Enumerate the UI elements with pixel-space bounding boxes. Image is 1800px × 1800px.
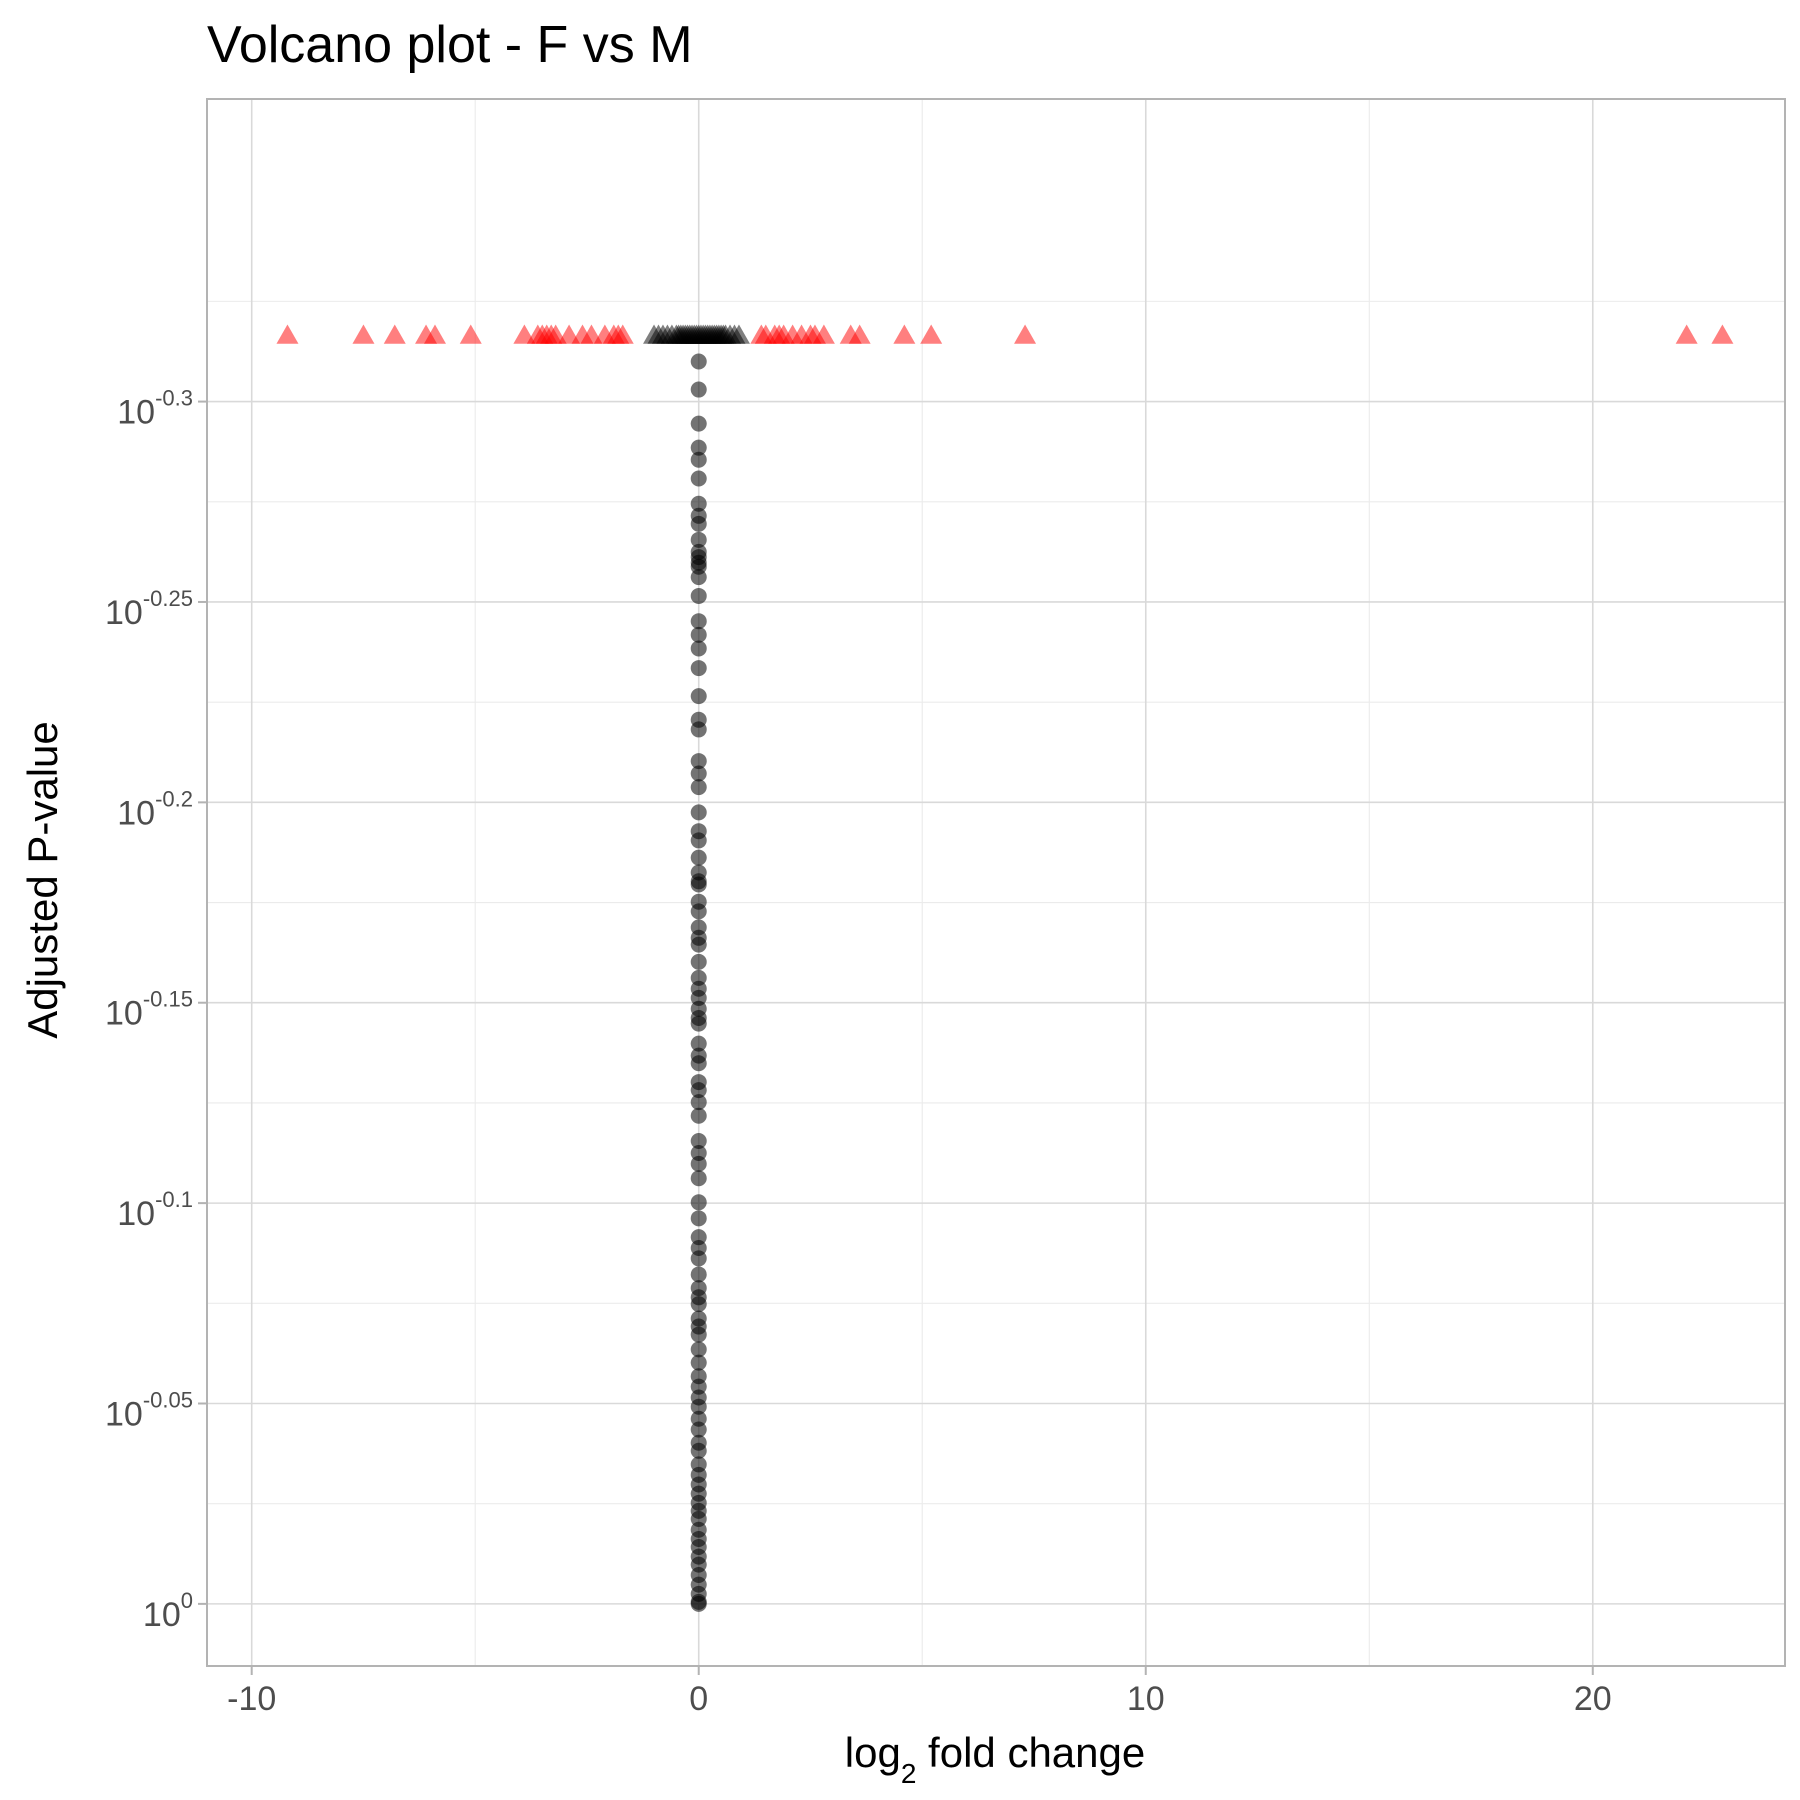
gene-point xyxy=(690,451,707,468)
gene-point xyxy=(690,1132,707,1149)
gene-point xyxy=(690,1595,707,1612)
gene-point xyxy=(690,1210,707,1227)
gene-point xyxy=(690,353,707,370)
y-tick-label: 100 xyxy=(143,1588,193,1634)
gene-point xyxy=(690,1398,707,1415)
gene-point xyxy=(690,470,707,487)
gene-point xyxy=(690,613,707,630)
gene-point xyxy=(690,1266,707,1283)
significant-point xyxy=(812,324,835,344)
x-axis-title-subscript: 2 xyxy=(901,1758,917,1789)
significant-point xyxy=(383,324,406,344)
y-tick-label: 10-0.1 xyxy=(117,1187,193,1233)
gene-point xyxy=(690,1094,707,1111)
gene-point xyxy=(690,381,707,398)
gene-point xyxy=(690,721,707,738)
y-tick-label: 10-0.05 xyxy=(105,1387,193,1433)
gene-point xyxy=(690,1250,707,1267)
significant-point xyxy=(1014,324,1037,344)
x-axis-title: log2 fold change xyxy=(845,1729,1146,1789)
significant-point xyxy=(423,324,446,344)
significant-point xyxy=(920,324,943,344)
y-tick-label: 10-0.15 xyxy=(105,987,193,1033)
gene-point xyxy=(690,1194,707,1211)
gene-point xyxy=(690,1170,707,1187)
gene-point xyxy=(690,531,707,548)
y-tick-label: 10-0.2 xyxy=(117,786,193,832)
gene-point xyxy=(690,1421,707,1438)
gene-point xyxy=(690,779,707,796)
gene-point xyxy=(690,1015,707,1032)
gene-point xyxy=(690,832,707,849)
x-tick-label: 20 xyxy=(1574,1680,1612,1718)
gene-point xyxy=(690,569,707,586)
x-tick-label: 0 xyxy=(689,1680,708,1718)
plot-panel-border xyxy=(206,98,1786,1667)
gene-point xyxy=(690,1155,707,1172)
x-axis-title-rest: fold change xyxy=(916,1729,1145,1776)
gene-point xyxy=(690,626,707,643)
gene-point xyxy=(690,1055,707,1072)
gene-point xyxy=(690,1354,707,1371)
x-axis-title-base: log xyxy=(845,1729,901,1776)
chart-title: Volcano plot - F vs M xyxy=(207,16,693,74)
gene-point xyxy=(690,1107,707,1124)
gene-point xyxy=(690,753,707,770)
gene-point xyxy=(690,515,707,532)
gene-point xyxy=(690,1082,707,1099)
significant-point xyxy=(893,324,916,344)
gene-point xyxy=(690,804,707,821)
gene-point xyxy=(690,1326,707,1343)
gene-point xyxy=(690,1296,707,1313)
significant-point xyxy=(611,324,634,344)
gene-point xyxy=(690,688,707,705)
gene-point xyxy=(690,439,707,456)
gene-point xyxy=(690,640,707,657)
gene-point xyxy=(690,660,707,677)
gene-point xyxy=(690,1341,707,1358)
y-axis-title: Adjusted P-value xyxy=(19,721,66,1039)
gene-point xyxy=(690,936,707,953)
gene-point xyxy=(690,765,707,782)
significant-point xyxy=(1675,324,1698,344)
significant-point xyxy=(459,324,482,344)
grid xyxy=(207,99,1785,1666)
gene-point xyxy=(690,953,707,970)
gene-point xyxy=(690,849,707,866)
significant-point xyxy=(276,324,299,344)
axes: -10 0 10 20 100 10-0.05 10-0.1 10-0.15 10-0.2 10-… xyxy=(105,386,1612,1718)
significant-point xyxy=(848,324,871,344)
x-tick-label: -10 xyxy=(227,1680,276,1718)
y-tick-label: 10-0.25 xyxy=(105,586,193,632)
gene-point xyxy=(690,1442,707,1459)
gene-point xyxy=(690,415,707,432)
gene-point xyxy=(690,876,707,893)
data-points xyxy=(276,324,1734,1612)
gene-point xyxy=(690,587,707,604)
gene-point xyxy=(690,495,707,512)
significant-point xyxy=(352,324,375,344)
x-tick-label: 10 xyxy=(1127,1680,1165,1718)
y-tick-label: 10-0.3 xyxy=(117,386,193,432)
significant-point xyxy=(1711,324,1734,344)
gene-point xyxy=(690,903,707,920)
gene-point xyxy=(690,1035,707,1052)
nonsignificant-edge-point xyxy=(727,324,750,344)
